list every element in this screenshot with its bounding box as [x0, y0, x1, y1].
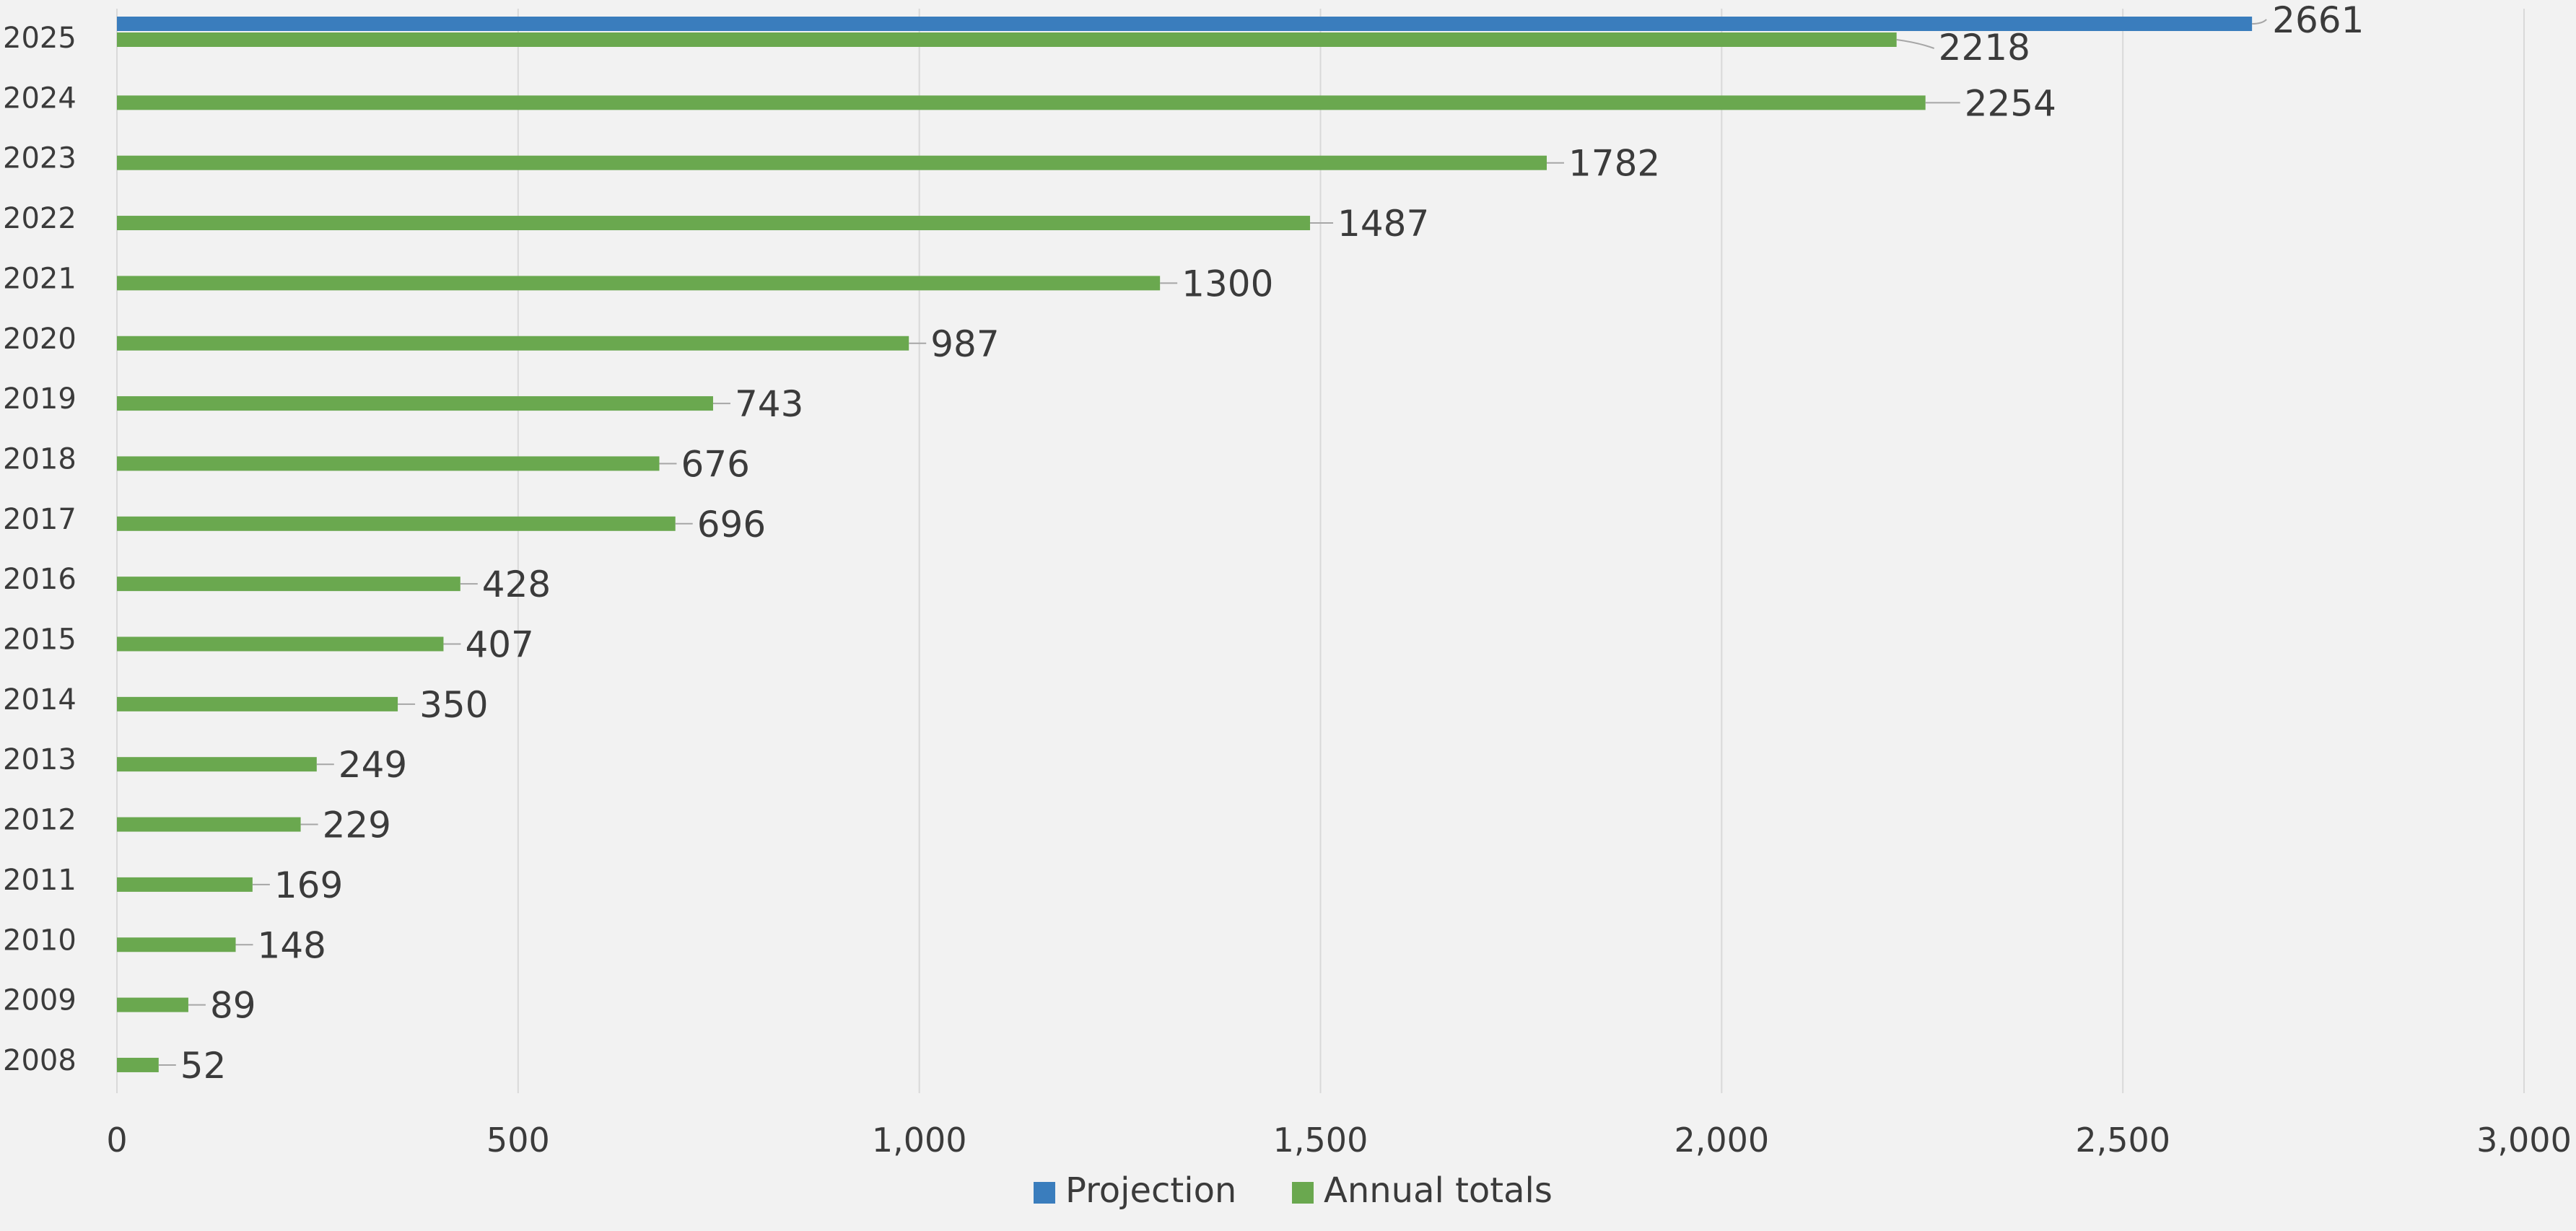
data-label-annual-totals: 428 [482, 564, 551, 605]
bar-annual-totals [117, 155, 1547, 170]
x-tick-label: 1,000 [872, 1121, 967, 1160]
bar-annual-totals [117, 1057, 159, 1072]
data-label-annual-totals: 52 [180, 1045, 227, 1087]
bar-annual-totals [117, 516, 676, 531]
category-label: 2017 [3, 503, 77, 536]
data-label-annual-totals: 148 [258, 924, 326, 966]
legend-swatch-projection [1034, 1182, 1055, 1204]
data-label-annual-totals: 987 [930, 323, 999, 365]
bar-annual-totals [117, 696, 398, 711]
data-label-annual-totals: 89 [210, 985, 256, 1027]
category-label: 2012 [3, 804, 77, 837]
x-tick-label: 500 [486, 1121, 550, 1160]
bar-annual-totals [117, 456, 660, 471]
bar-annual-totals [117, 577, 460, 592]
category-label: 2016 [3, 563, 77, 596]
category-label: 2009 [3, 984, 77, 1017]
x-tick-label: 1,500 [1273, 1121, 1368, 1160]
bar-annual-totals [117, 336, 909, 351]
category-label: 2014 [3, 683, 77, 717]
data-label-annual-totals: 350 [419, 684, 488, 726]
data-label-annual-totals: 743 [735, 383, 803, 425]
category-axis: 2025 2024 2023 2022 2021 2020 2019 2018 2017 2016… [3, 22, 77, 1077]
x-tick-label: 0 [106, 1121, 127, 1160]
category-label: 2008 [3, 1044, 77, 1077]
category-label: 2015 [3, 623, 77, 657]
data-label-annual-totals: 1300 [1182, 263, 1273, 305]
data-label-annual-totals: 249 [339, 744, 407, 786]
bars [117, 17, 2253, 1072]
data-label-projection: 2661 [2272, 0, 2364, 41]
category-label: 2019 [3, 382, 77, 416]
value-axis: 0 500 1,000 1,500 2,000 2,500 3,000 [106, 1121, 2571, 1160]
x-tick-label: 2,500 [2075, 1121, 2170, 1160]
bar-annual-totals [117, 636, 444, 652]
leader-line [1896, 39, 1935, 49]
category-label: 2021 [3, 262, 77, 295]
bar-annual-totals [117, 396, 713, 411]
category-label: 2010 [3, 924, 77, 957]
bar-annual-totals [117, 937, 236, 952]
bar-annual-totals [117, 276, 1161, 291]
label-leader-lines [158, 19, 2267, 1066]
x-tick-label: 2,000 [1674, 1121, 1769, 1160]
data-label-annual-totals: 676 [681, 443, 749, 485]
legend-label-annual-totals: Annual totals [1324, 1170, 1553, 1211]
data-label-annual-totals: 2254 [1965, 82, 2056, 124]
data-label-annual-totals: 696 [697, 504, 766, 546]
category-label: 2023 [3, 142, 77, 175]
bar-annual-totals [117, 95, 1926, 110]
bar-annual-totals [117, 817, 301, 832]
category-label: 2018 [3, 442, 77, 476]
bar-projection [117, 17, 2253, 31]
bar-annual-totals [117, 877, 253, 892]
category-label: 2025 [3, 22, 77, 55]
data-label-annual-totals: 169 [274, 864, 343, 906]
category-label: 2011 [3, 864, 77, 897]
data-labels: 2661 2218 2254 1782 1487 1300 987 743 676 696 428 4… [180, 0, 2365, 1087]
bar-annual-totals [117, 757, 317, 772]
category-label: 2020 [3, 323, 77, 356]
data-label-annual-totals: 1782 [1568, 143, 1660, 185]
leader-line [2252, 19, 2267, 25]
bar-annual-totals [117, 32, 1897, 47]
data-label-annual-totals: 1487 [1337, 203, 1429, 245]
bar-annual-totals [117, 997, 188, 1012]
data-label-annual-totals: 2218 [1939, 27, 2030, 69]
category-label: 2013 [3, 743, 77, 776]
data-label-annual-totals: 407 [465, 624, 533, 666]
gridlines [116, 9, 2525, 1093]
data-label-annual-totals: 229 [323, 805, 391, 846]
category-label: 2022 [3, 202, 77, 235]
x-tick-label: 3,000 [2476, 1121, 2572, 1160]
legend-label-projection: Projection [1065, 1170, 1236, 1211]
legend: Projection Annual totals [1034, 1170, 1553, 1211]
legend-swatch-annual-totals [1292, 1182, 1314, 1204]
category-label: 2024 [3, 82, 77, 115]
bar-annual-totals [117, 216, 1311, 231]
